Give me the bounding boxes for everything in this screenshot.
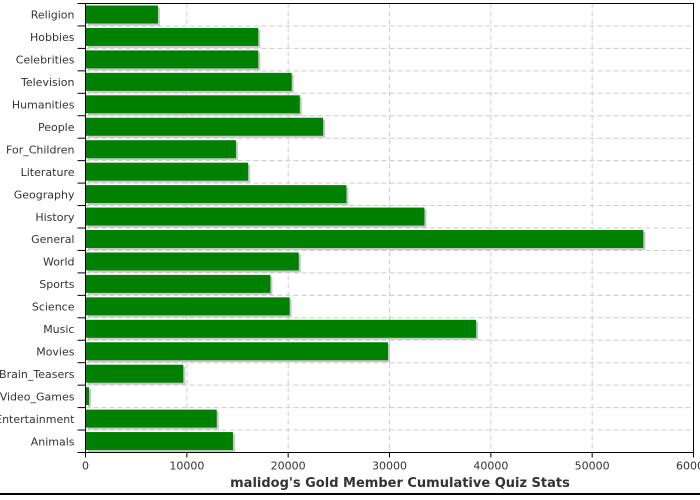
category-label: Video_Games bbox=[0, 390, 75, 403]
x-tick-label: 0 bbox=[82, 460, 89, 473]
bar bbox=[86, 230, 644, 248]
category-label: Celebrities bbox=[16, 54, 75, 67]
x-tick-label: 50000 bbox=[575, 460, 610, 473]
bar bbox=[86, 297, 290, 316]
category-label: Television bbox=[20, 76, 75, 89]
bar bbox=[86, 27, 259, 46]
bar bbox=[86, 140, 236, 159]
category-label: Literature bbox=[21, 166, 75, 179]
bar bbox=[86, 409, 217, 428]
category-label: Sports bbox=[39, 278, 75, 291]
bar bbox=[86, 387, 90, 406]
bar bbox=[86, 185, 347, 204]
bar bbox=[86, 274, 271, 293]
bar bbox=[86, 364, 184, 383]
category-label: People bbox=[38, 121, 75, 134]
category-label: Movies bbox=[36, 345, 75, 358]
chart-layers: 0 10000 20000 30000 40000 50000 60000 Religion H… bbox=[0, 3, 700, 495]
bar bbox=[86, 72, 292, 91]
bar bbox=[86, 319, 477, 338]
bar bbox=[86, 50, 259, 69]
category-label: Entertainment bbox=[0, 413, 75, 426]
bar bbox=[86, 162, 249, 181]
bar bbox=[86, 5, 158, 24]
bar bbox=[86, 342, 388, 361]
category-label: Hobbies bbox=[30, 31, 75, 44]
x-tick-label: 40000 bbox=[473, 460, 508, 473]
category-label: For_Children bbox=[6, 143, 74, 156]
category-label: General bbox=[31, 233, 74, 246]
category-label: World bbox=[43, 256, 75, 269]
x-tick-label: 30000 bbox=[372, 460, 407, 473]
bar bbox=[86, 432, 233, 451]
category-label: Science bbox=[32, 301, 75, 314]
category-label: Religion bbox=[31, 9, 75, 22]
category-label: Humanities bbox=[12, 99, 75, 112]
category-label: Brain_Teasers bbox=[0, 368, 75, 381]
category-label: Music bbox=[43, 323, 74, 336]
x-tick-label: 10000 bbox=[169, 460, 204, 473]
chart-title: malidog's Gold Member Cumulative Quiz St… bbox=[230, 476, 570, 491]
bottom-border-line bbox=[0, 493, 700, 495]
category-label: Animals bbox=[31, 435, 75, 448]
bar bbox=[86, 207, 425, 226]
bar bbox=[86, 117, 324, 136]
x-tick-label: 20000 bbox=[271, 460, 306, 473]
bar bbox=[86, 95, 300, 114]
category-label: History bbox=[35, 211, 75, 224]
x-tick-label: 60000 bbox=[676, 460, 700, 473]
category-label: Geography bbox=[14, 188, 75, 201]
bar bbox=[86, 252, 299, 271]
bar-shadow bbox=[88, 389, 92, 408]
